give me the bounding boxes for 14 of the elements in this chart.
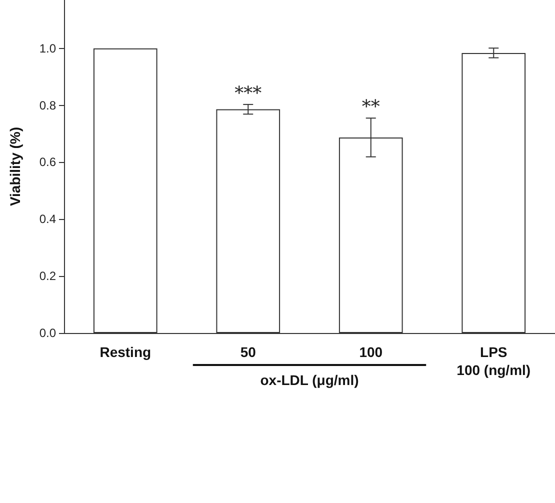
y-tick-label: 0.0 <box>39 326 56 340</box>
y-tick-label: 1.0 <box>39 41 56 56</box>
x-tick-label: 100 <box>359 344 383 360</box>
x-tick-label: LPS 100 (ng/ml) <box>456 344 531 378</box>
y-axis-title: Viability (%) <box>7 126 23 206</box>
x-tick-label: 50 <box>240 344 256 360</box>
annotation: *** <box>234 82 262 104</box>
x-tick-label: Resting <box>100 344 152 360</box>
y-tick-label: 0.2 <box>39 269 56 284</box>
annotation: ** <box>362 96 380 118</box>
y-tick-label: 0.4 <box>39 212 56 226</box>
y-tick-label: 0.6 <box>39 155 56 170</box>
y-tick-label: 0.8 <box>39 98 56 112</box>
text: ox-LDL (μg/ml) <box>260 372 359 388</box>
